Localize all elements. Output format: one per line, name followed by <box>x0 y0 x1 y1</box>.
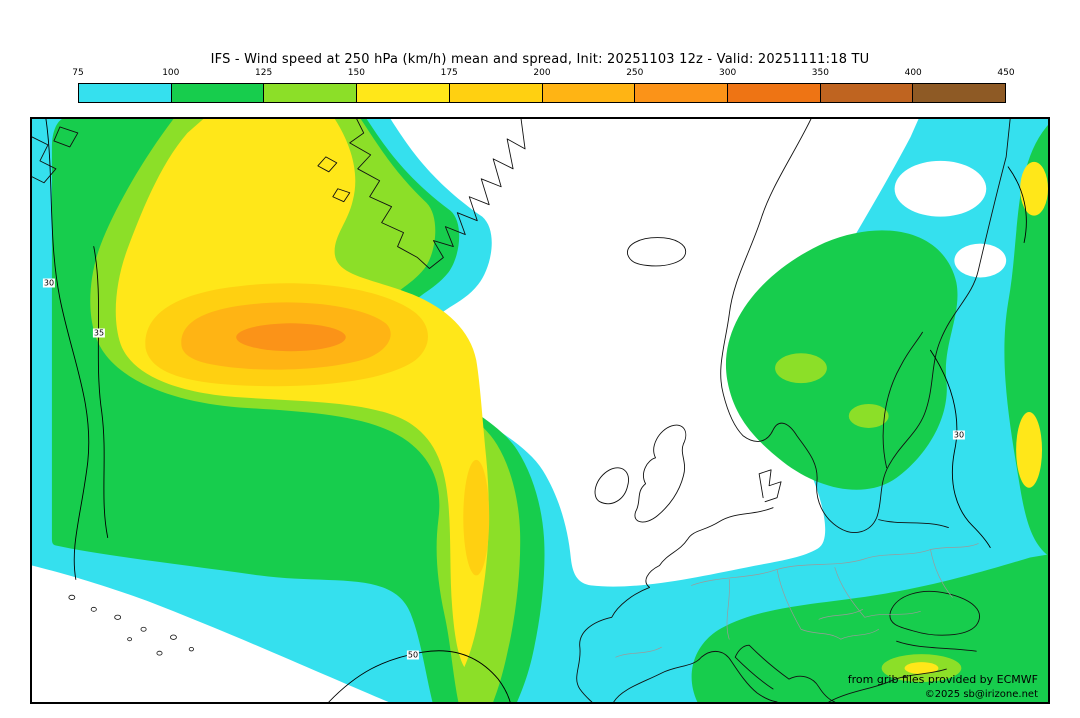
border-lines <box>615 543 979 658</box>
colorbar-segment <box>726 84 820 102</box>
coast-top-left <box>32 126 79 184</box>
colorbar-ticks: 75 100 125 150 175 200 250 300 350 400 450 <box>72 68 1014 81</box>
coast-gulf-bothnia <box>882 331 923 469</box>
fill-green-scandinavia <box>725 230 958 490</box>
coastlines <box>32 119 1011 702</box>
colorbar-tick-label: 300 <box>719 68 737 78</box>
colorbar-segment <box>634 84 727 102</box>
spread-contour-1 <box>45 119 90 580</box>
coast-gulf-finland <box>878 519 949 529</box>
colorbar: 75 100 125 150 175 200 250 300 350 400 450 <box>72 68 1015 103</box>
colorbar-segment <box>170 84 264 102</box>
coast-denmark <box>758 469 782 503</box>
spread-contour-3 <box>328 650 511 702</box>
spread-contour-2 <box>93 246 109 539</box>
colorbar-tick-label: 100 <box>162 68 180 78</box>
coast-adriatic <box>734 644 790 690</box>
contour-label: 30 <box>952 430 966 440</box>
colorbar-segment <box>541 84 635 102</box>
page-title: IFS - Wind speed at 250 hPa (km/h) mean … <box>210 52 870 67</box>
colorbar-tick-label: 400 <box>904 68 922 78</box>
colorbar-segment <box>263 84 357 102</box>
coast-balkans <box>788 675 836 702</box>
fill-golden-tail <box>463 459 490 576</box>
fill-yellow-spot-bottom <box>904 662 939 675</box>
attribution-ecmwf: from grib files provided by ECMWF <box>847 673 1038 686</box>
colorbar-tick-label: 150 <box>347 68 365 78</box>
contour-label: 35 <box>92 328 106 338</box>
colorbar-bar <box>78 83 1006 103</box>
fill-yellow-spot-right-2 <box>1016 411 1043 488</box>
map-panel: 30 35 50 30 from grib files provided by … <box>30 117 1050 704</box>
spread-contour-5 <box>1007 166 1027 244</box>
weather-map-svg <box>32 119 1048 702</box>
colorbar-tick-label: 250 <box>626 68 644 78</box>
fill-yellow-spot-right-1 <box>1020 161 1048 216</box>
colorbar-segment <box>356 84 449 102</box>
colorbar-segment <box>819 84 913 102</box>
spread-contour-4 <box>930 349 991 548</box>
coast-greenland <box>349 119 526 269</box>
colorbar-tick-label: 75 <box>72 68 84 78</box>
coast-turkey-ukraine <box>828 640 977 702</box>
colorbar-segment <box>912 84 1006 102</box>
colorbar-segment <box>448 84 542 102</box>
coast-black-sea <box>889 590 980 636</box>
spread-contours <box>45 119 1027 702</box>
colorbar-segment <box>79 84 171 102</box>
coast-iceland <box>627 237 686 267</box>
fill-chartreuse-spot-1 <box>775 353 827 384</box>
coast-atlantic-islands <box>68 594 194 656</box>
colorbar-tick-label: 175 <box>440 68 458 78</box>
coast-west-europe <box>576 507 774 702</box>
coast-ireland <box>594 467 629 505</box>
coast-greenland-islands <box>317 156 351 203</box>
contour-label: 50 <box>406 650 420 660</box>
wind-speed-field <box>32 119 1048 702</box>
colorbar-tick-label: 350 <box>811 68 829 78</box>
colorbar-tick-label: 125 <box>255 68 273 78</box>
coast-scandinavia <box>720 119 1011 533</box>
country-borders <box>615 543 979 658</box>
fill-chartreuse-spot-2 <box>848 404 889 428</box>
white-patch-1 <box>894 160 987 217</box>
fill-yellow-jet <box>115 119 489 668</box>
coast-mediterranean-italy <box>613 650 778 702</box>
fill-orange-innermost <box>236 323 346 352</box>
contour-label: 30 <box>42 278 56 288</box>
coast-great-britain <box>634 424 687 523</box>
colorbar-tick-label: 200 <box>533 68 551 78</box>
colorbar-tick-label: 450 <box>997 68 1015 78</box>
attribution-copyright: ©2025 sb@irizone.net <box>924 689 1038 700</box>
